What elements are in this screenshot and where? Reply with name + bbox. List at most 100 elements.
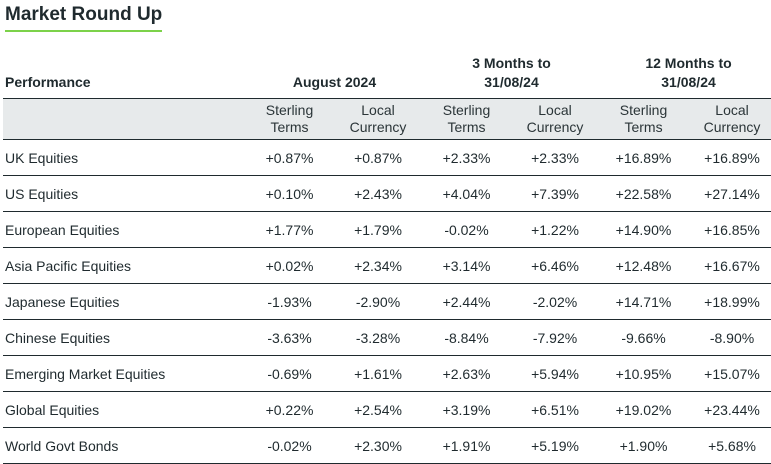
table-cell: +12.48% xyxy=(600,247,688,284)
subheader-line1: Sterling xyxy=(442,102,491,118)
table-cell: -8.90% xyxy=(687,319,771,356)
table-cell: +14.90% xyxy=(600,211,688,248)
row-label: Global Equities xyxy=(3,391,246,428)
table-row: UK Equities +0.87% +0.87% +2.33% +2.33% +16.8… xyxy=(3,139,771,176)
table-cell: +5.68% xyxy=(687,427,771,464)
table-cell: +16.89% xyxy=(687,139,771,176)
subheader-local-currency: Local Currency xyxy=(333,98,423,140)
table-cell: +0.10% xyxy=(246,175,333,212)
subheader-line2: Terms xyxy=(624,119,663,135)
table-cell: +2.63% xyxy=(423,355,510,392)
group-header-line1: 3 Months to xyxy=(472,55,551,71)
subheader-blank xyxy=(3,98,246,140)
table-cell: +22.58% xyxy=(600,175,688,212)
table-row: World Govt Bonds -0.02% +2.30% +1.91% +5.19%… xyxy=(3,427,771,464)
table-cell: +5.94% xyxy=(510,355,601,392)
row-label: US Equities xyxy=(3,175,246,212)
subheader-local-currency: Local Currency xyxy=(687,98,771,140)
subheader-line1: Sterling xyxy=(265,102,314,118)
table-cell: +4.04% xyxy=(423,175,510,212)
subheader-sterling-terms: Sterling Terms xyxy=(423,98,510,140)
subheader-line1: Sterling xyxy=(619,102,668,118)
table-cell: -3.63% xyxy=(246,319,333,356)
performance-header: Performance xyxy=(3,45,246,99)
page-title: Market Round Up xyxy=(5,3,163,32)
row-label: Japanese Equities xyxy=(3,283,246,320)
row-label: Chinese Equities xyxy=(3,319,246,356)
group-header-line1: 12 Months to xyxy=(645,55,732,71)
table-cell: +5.19% xyxy=(510,427,601,464)
table-cell: -8.84% xyxy=(423,319,510,356)
row-label: European Equities xyxy=(3,211,246,248)
subheader-line2: Terms xyxy=(447,119,486,135)
table-cell: -0.02% xyxy=(423,211,510,248)
table-body: UK Equities +0.87% +0.87% +2.33% +2.33% +16.8… xyxy=(3,139,771,464)
table-row: Asia Pacific Equities +0.02% +2.34% +3.14% +… xyxy=(3,247,771,284)
subheader-line2: Terms xyxy=(270,119,309,135)
table-cell: -7.92% xyxy=(510,319,601,356)
table-row: Global Equities +0.22% +2.54% +3.19% +6.51% +… xyxy=(3,391,771,428)
table-cell: +6.51% xyxy=(510,391,601,428)
table-cell: +2.33% xyxy=(423,139,510,176)
table-cell: -2.90% xyxy=(333,283,423,320)
table-row: US Equities +0.10% +2.43% +4.04% +7.39% +22.5… xyxy=(3,175,771,212)
table-cell: +2.30% xyxy=(333,427,423,464)
table-row: Emerging Market Equities -0.69% +1.61% +2.6… xyxy=(3,355,771,392)
table-cell: +7.39% xyxy=(510,175,601,212)
table-cell: -3.28% xyxy=(333,319,423,356)
subheader-line2: Currency xyxy=(349,119,407,135)
subheader-line1: Local xyxy=(715,102,749,118)
group-header-line2: 31/08/24 xyxy=(661,74,716,90)
table-cell: +15.07% xyxy=(687,355,771,392)
table-cell: +18.99% xyxy=(687,283,771,320)
table-cell: +10.95% xyxy=(600,355,688,392)
table-cell: +6.46% xyxy=(510,247,601,284)
table-cell: +1.90% xyxy=(600,427,688,464)
group-header-august: August 2024 xyxy=(246,45,423,99)
table-cell: +14.71% xyxy=(600,283,688,320)
table-cell: +1.22% xyxy=(510,211,601,248)
subheader-line1: Local xyxy=(361,102,395,118)
group-header-line2: 31/08/24 xyxy=(484,74,539,90)
table-cell: +0.87% xyxy=(333,139,423,176)
table-cell: +0.87% xyxy=(246,139,333,176)
table-cell: -9.66% xyxy=(600,319,688,356)
table-cell: +2.43% xyxy=(333,175,423,212)
table-cell: -0.02% xyxy=(246,427,333,464)
table-cell: +1.91% xyxy=(423,427,510,464)
table-cell: +16.89% xyxy=(600,139,688,176)
table-cell: +3.14% xyxy=(423,247,510,284)
group-header-3-months: 3 Months to 31/08/24 xyxy=(423,45,601,99)
subheader-sterling-terms: Sterling Terms xyxy=(246,98,333,140)
table-row: European Equities +1.77% +1.79% -0.02% +1.22… xyxy=(3,211,771,248)
subheader-line1: Local xyxy=(538,102,572,118)
table-cell: +2.34% xyxy=(333,247,423,284)
table-cell: -2.02% xyxy=(510,283,601,320)
table-row: Chinese Equities -3.63% -3.28% -8.84% -7.92%… xyxy=(3,319,771,356)
subheader-line2: Currency xyxy=(703,119,761,135)
table-cell: -0.69% xyxy=(246,355,333,392)
subheader-local-currency: Local Currency xyxy=(510,98,601,140)
row-label: UK Equities xyxy=(3,139,246,176)
table-cell: +2.33% xyxy=(510,139,601,176)
table-cell: +16.85% xyxy=(687,211,771,248)
table-cell: +27.14% xyxy=(687,175,771,212)
table-cell: +0.02% xyxy=(246,247,333,284)
table-cell: +0.22% xyxy=(246,391,333,428)
subheader-line2: Currency xyxy=(526,119,584,135)
group-header-row: Performance August 2024 3 Months to 31/0… xyxy=(3,45,771,99)
table-cell: +2.44% xyxy=(423,283,510,320)
table-cell: +1.77% xyxy=(246,211,333,248)
row-label: Asia Pacific Equities xyxy=(3,247,246,284)
table-cell: +16.67% xyxy=(687,247,771,284)
table-cell: +1.79% xyxy=(333,211,423,248)
group-header-12-months: 12 Months to 31/08/24 xyxy=(600,45,771,99)
group-header-line1: August 2024 xyxy=(292,74,377,90)
table-cell: +1.61% xyxy=(333,355,423,392)
table-cell: +3.19% xyxy=(423,391,510,428)
table-row: Japanese Equities -1.93% -2.90% +2.44% -2.02… xyxy=(3,283,771,320)
table-cell: +23.44% xyxy=(687,391,771,428)
subheader-row: Sterling Terms Local Currency Sterling Term… xyxy=(3,98,771,140)
table-cell: +2.54% xyxy=(333,391,423,428)
performance-table: Performance August 2024 3 Months to 31/0… xyxy=(3,45,771,464)
